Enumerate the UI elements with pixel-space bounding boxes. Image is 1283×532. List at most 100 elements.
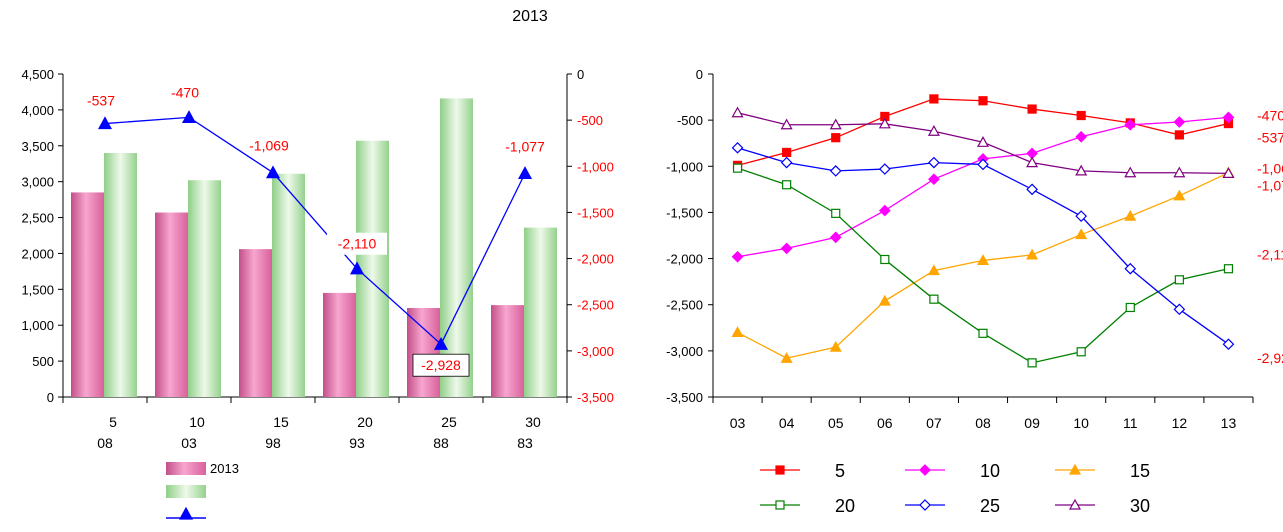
bar-series-2 [524,227,557,397]
bar-series-2 [272,173,305,397]
point-series-10 [928,173,940,186]
point-series-25 [1173,303,1186,316]
line-point [349,261,365,275]
bar-2013 [239,249,272,397]
right-chart-x-tick-label: 07 [926,415,942,431]
legend-marker-25 [919,499,931,511]
x-tick-label: 30 [525,414,541,430]
legend-marker-15 [1068,463,1082,475]
point-series-20 [1174,275,1184,285]
point-series-15 [780,352,793,363]
y-tick-label: 2,500 [21,211,54,226]
bar-series-2 [104,152,137,397]
right-chart-y-tick-label: 0 [696,67,703,82]
x-tick-label: 20 [357,414,373,430]
right-chart-y-tick-label: -2,000 [666,252,703,267]
point-series-15 [1173,189,1186,201]
point-series-30 [1026,156,1039,168]
point-series-30 [976,136,990,147]
end-label: -537 [1257,130,1283,146]
x-tick-label: 15 [273,414,289,430]
data-label-bg [327,232,387,255]
bar-series-2 [440,98,473,397]
line-point [433,336,449,350]
legend-label-2013: 2013 [210,461,239,476]
line-series-3 [104,116,526,346]
point-series-30 [1124,166,1137,178]
legend-label-20: 20 [835,496,855,516]
point-series-20 [1223,264,1234,274]
y-tick-label: 1,000 [21,318,54,333]
point-series-5 [978,96,988,106]
y2-tick-label: -500 [577,113,603,128]
point-series-20 [831,208,841,218]
point-series-20 [1076,347,1086,357]
right-chart-x-tick-label: 09 [1024,415,1040,431]
legend-label-10: 10 [980,461,1000,481]
point-series-20 [1027,358,1037,368]
line-series-25 [737,147,1229,345]
point-series-20 [978,328,988,338]
legend-label-25: 25 [980,496,1000,516]
point-series-20 [880,254,890,265]
point-series-25 [731,141,744,154]
point-series-30 [1222,167,1235,178]
right-chart-x-tick-label: 03 [730,415,746,431]
data-label: -470 [171,84,199,100]
legend-swatch-2013 [166,462,206,475]
x-tick-sublabel: 83 [517,435,533,451]
legend-swatch-series-2 [166,485,206,498]
point-series-15 [1026,248,1039,260]
point-series-15 [731,326,744,337]
point-series-25 [1026,183,1038,196]
end-label: -1,069 [1257,161,1283,177]
y2-tick-label: -2,000 [577,252,614,267]
right-chart-x-tick-label: 05 [828,415,844,431]
right-chart-x-tick-label: 12 [1172,415,1188,431]
right-chart-y-tick-label: -2,500 [666,298,703,313]
point-series-10 [878,204,891,217]
right-chart-x-tick-label: 11 [1123,415,1138,431]
y-tick-label: 4,500 [21,67,54,82]
legend-marker-10 [919,464,931,476]
bar-2013 [491,305,524,397]
point-series-25 [1124,262,1137,275]
point-series-10 [1075,130,1088,143]
point-series-5 [1174,130,1184,140]
x-tick-sublabel: 03 [181,435,197,451]
legend-label-30: 30 [1130,496,1150,516]
end-label: -2,928 [1257,350,1283,366]
bar-2013 [71,192,104,397]
legend-label-5: 5 [835,461,845,481]
x-tick-label: 10 [189,414,205,430]
data-label: -1,077 [505,138,545,154]
bar-2013 [323,292,356,397]
right-chart-y-tick-label: -500 [677,113,703,128]
bar-series-2 [356,140,389,397]
point-series-20 [782,180,792,190]
data-label: -537 [87,93,115,109]
x-tick-label: 25 [441,414,457,430]
legend-marker-30 [1068,498,1082,510]
point-series-10 [1173,116,1186,128]
point-series-10 [780,242,793,255]
point-series-30 [829,118,842,130]
line-point [97,116,113,130]
bar-series-2 [188,180,221,397]
y-tick-label: 3,000 [21,175,54,190]
right-chart-y-tick-label: -1,500 [666,205,703,220]
y2-tick-label: -1,000 [577,159,614,174]
y-tick-label: 2,000 [21,246,54,261]
point-series-15 [829,340,842,352]
end-label: -1,077 [1257,177,1283,193]
point-series-30 [780,118,793,130]
y2-tick-label: -3,000 [577,344,614,359]
right-chart-x-tick-label: 06 [877,415,893,431]
y-tick-label: 4,000 [21,103,54,118]
chart-title: 2013 [512,8,548,25]
point-series-25 [1075,210,1088,222]
right-chart-x-tick-label: 04 [779,415,795,431]
point-series-25 [1222,338,1235,351]
point-series-30 [878,117,891,129]
